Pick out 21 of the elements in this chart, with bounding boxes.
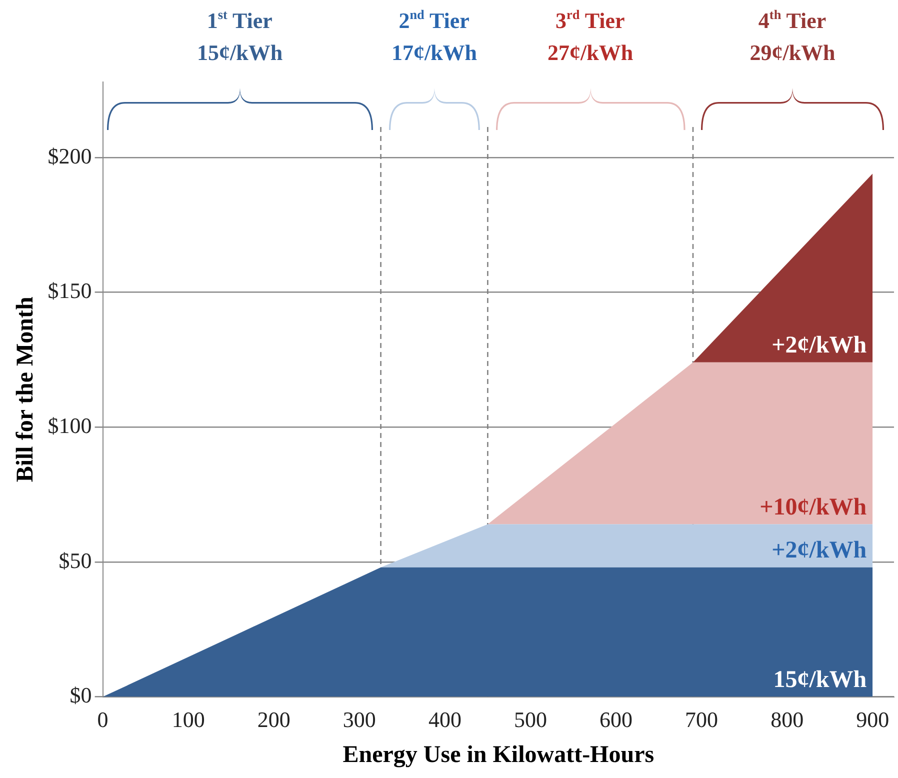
x-tick-label: 0 — [97, 706, 108, 732]
y-tick-label: $50 — [58, 548, 92, 573]
x-tick-label: 500 — [514, 706, 547, 732]
y-tick-label: $150 — [48, 278, 92, 304]
y-axis-title: Bill for the Month — [12, 296, 39, 482]
x-axis-title: Energy Use in Kilowatt-Hours — [342, 742, 654, 768]
series-label: +2¢/kWh — [772, 332, 867, 359]
x-tick-label: 600 — [600, 706, 633, 732]
series-label: +2¢/kWh — [772, 538, 867, 564]
series-label: +10¢/kWh — [760, 494, 867, 520]
x-tick-label: 400 — [428, 706, 462, 732]
y-tick-label: $100 — [48, 412, 92, 438]
x-tick-label: 800 — [770, 706, 804, 732]
x-tick-label: 700 — [685, 706, 718, 732]
x-tick-label: 100 — [172, 706, 205, 732]
y-tick-label: $0 — [70, 682, 92, 708]
y-tick-label: $200 — [48, 143, 92, 168]
series-label: 15¢/kWh — [773, 667, 867, 694]
x-tick-label: 300 — [342, 706, 376, 732]
x-tick-label: 200 — [257, 706, 290, 732]
x-tick-label: 900 — [856, 706, 890, 732]
